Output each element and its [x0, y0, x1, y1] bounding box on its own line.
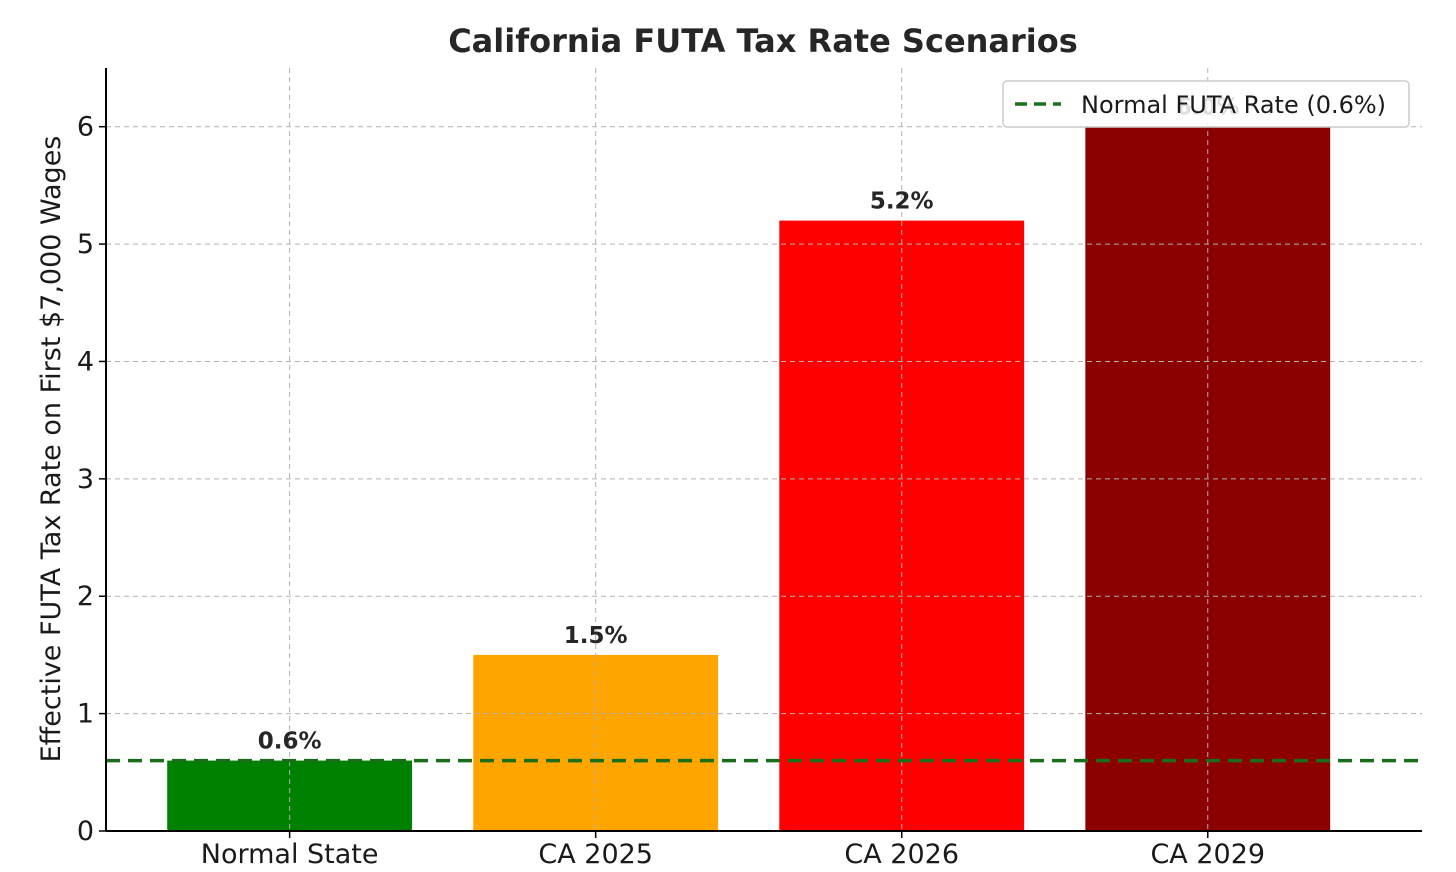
- bar-value-label: 0.6%: [258, 729, 322, 755]
- x-tick-label: CA 2025: [538, 839, 653, 870]
- y-tick-label: 3: [77, 464, 94, 495]
- y-axis-label: Effective FUTA Tax Rate on First $7,000 …: [36, 136, 67, 763]
- legend-box: [1002, 80, 1410, 128]
- y-tick-label: 1: [77, 699, 94, 730]
- bar-value-label: 1.5%: [564, 623, 628, 649]
- x-tick-label: CA 2029: [1150, 839, 1265, 870]
- y-tick-label: 6: [77, 112, 94, 143]
- chart-title: California FUTA Tax Rate Scenarios: [448, 22, 1078, 60]
- legend: Normal FUTA Rate (0.6%): [1002, 80, 1410, 128]
- axes: [105, 68, 1422, 832]
- tick-labels: 0 1 2 3 4 5 6 Normal State CA 2025 CA 2026 CA 2029: [77, 112, 1265, 870]
- x-tick-label: CA 2026: [844, 839, 959, 870]
- y-tick-label: 5: [77, 229, 94, 260]
- bar-value-label: 5.2%: [870, 189, 934, 215]
- legend-entry-label: Normal FUTA Rate (0.6%): [1081, 91, 1386, 119]
- y-tick-label: 0: [77, 816, 94, 847]
- grid-lines: [106, 68, 1422, 831]
- x-tick-label: Normal State: [201, 839, 379, 870]
- y-tick-label: 2: [77, 581, 94, 612]
- y-tick-label: 4: [77, 346, 94, 377]
